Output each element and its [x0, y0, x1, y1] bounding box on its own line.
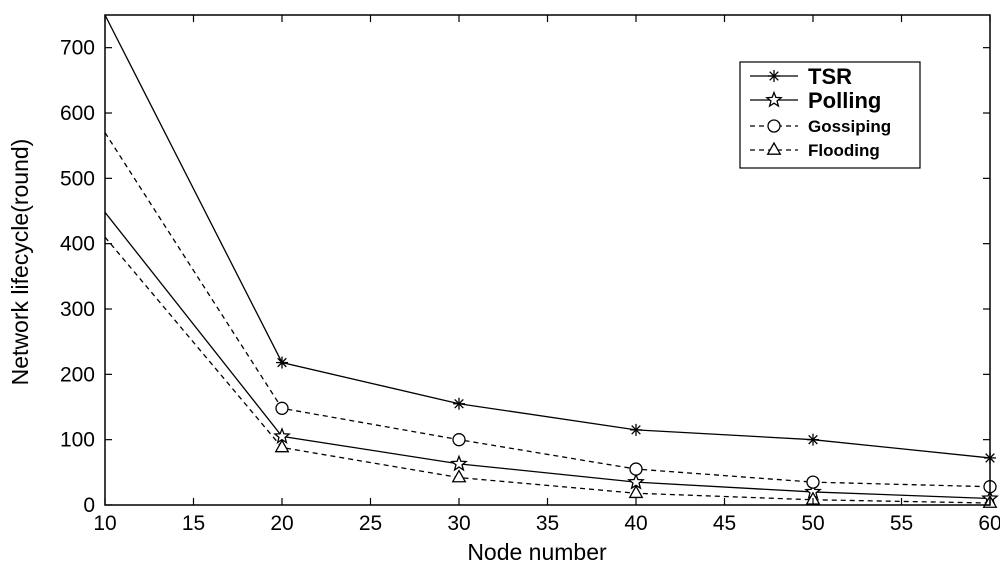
data-point	[630, 423, 642, 436]
data-point	[807, 433, 819, 446]
data-point	[453, 397, 465, 410]
y-tick-label: 100	[60, 429, 95, 452]
data-point	[276, 356, 288, 369]
data-point	[274, 439, 290, 453]
x-axis-title: Node number	[467, 539, 607, 565]
y-axis-title: Network lifecycle(round)	[7, 139, 33, 386]
data-point	[767, 119, 781, 133]
y-tick-label: 600	[60, 102, 95, 125]
x-tick-label: 15	[182, 512, 205, 535]
data-point	[628, 484, 644, 499]
y-tick-label: 700	[60, 37, 95, 60]
series-line-gossiping	[105, 132, 990, 488]
data-point	[765, 90, 783, 108]
legend-label: Flooding	[808, 141, 880, 160]
y-tick-label: 200	[60, 363, 95, 386]
legend-label: Polling	[808, 88, 881, 113]
plot-area	[105, 15, 999, 508]
data-point	[768, 70, 780, 82]
y-tick-label: 300	[60, 298, 95, 321]
axes: 10 15 20 25 30 35 40 45 50 55 60010020030040050060…	[60, 14, 1000, 535]
y-tick-label: 500	[60, 167, 95, 190]
data-point	[451, 469, 467, 483]
legend-label: Gossiping	[808, 117, 891, 136]
data-point	[450, 454, 468, 472]
x-tick-label: 45	[713, 512, 736, 535]
x-tick-label: 30	[447, 512, 470, 535]
data-point	[766, 141, 782, 155]
x-tick-label: 25	[359, 512, 382, 535]
x-tick-label: 10	[93, 512, 116, 535]
x-tick-label: 50	[801, 512, 824, 535]
series-line-flooding	[105, 236, 990, 504]
series-markers-gossiping	[275, 401, 997, 494]
series-group	[105, 15, 990, 504]
data-point	[629, 462, 643, 476]
data-point	[806, 475, 820, 489]
y-tick-label: 0	[83, 494, 95, 517]
series-line-polling	[105, 211, 990, 500]
legend-label: TSR	[808, 64, 852, 89]
data-point	[275, 401, 289, 415]
series-line-tsr	[105, 15, 990, 459]
x-tick-label: 55	[890, 512, 913, 535]
y-tick-label: 400	[60, 233, 95, 256]
data-point	[452, 433, 466, 447]
x-tick-label: 20	[270, 512, 293, 535]
x-tick-label: 60	[978, 512, 1000, 535]
x-tick-label: 35	[536, 512, 559, 535]
x-tick-label: 40	[624, 512, 647, 535]
